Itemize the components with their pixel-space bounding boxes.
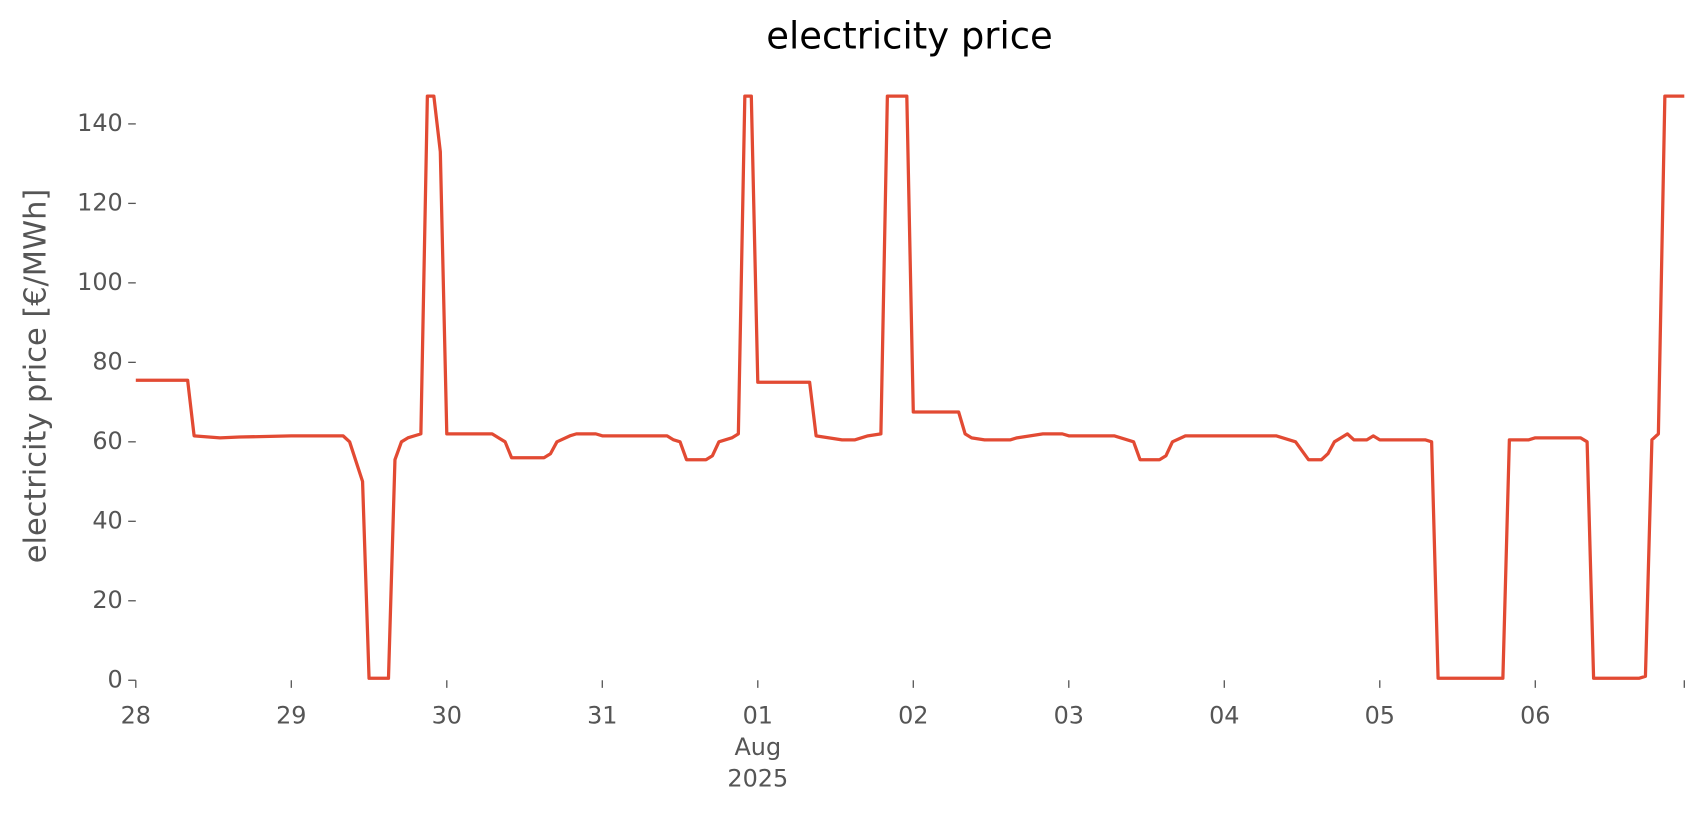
y-tick-label: 40 [92,506,122,534]
x-tick-label: 04 [1209,702,1239,730]
y-tick-label: 80 [92,347,122,375]
y-tick-label: 120 [77,188,123,216]
y-tick-label: 140 [77,109,123,137]
y-tick-label: 60 [92,427,122,455]
x-tick-label: 05 [1365,702,1395,730]
y-tick-label: 0 [108,665,123,693]
y-axis-label: electricity price [€/MWh] [18,189,53,563]
x-tick-label: 29 [276,702,306,730]
x-tick-label: 31 [587,702,617,730]
y-tick-label: 20 [92,586,122,614]
chart-title: electricity price [766,15,1053,58]
x-tick-label: 06 [1520,702,1550,730]
x-tick-label: 30 [432,702,462,730]
x-tick-label: 28 [121,702,151,730]
y-tick-label: 100 [77,268,123,296]
line-series [135,94,1685,680]
x-tick-label: 03 [1054,702,1084,730]
x-tick-label: 02 [898,702,928,730]
x-tick-label: 01 Aug 2025 [727,702,788,793]
